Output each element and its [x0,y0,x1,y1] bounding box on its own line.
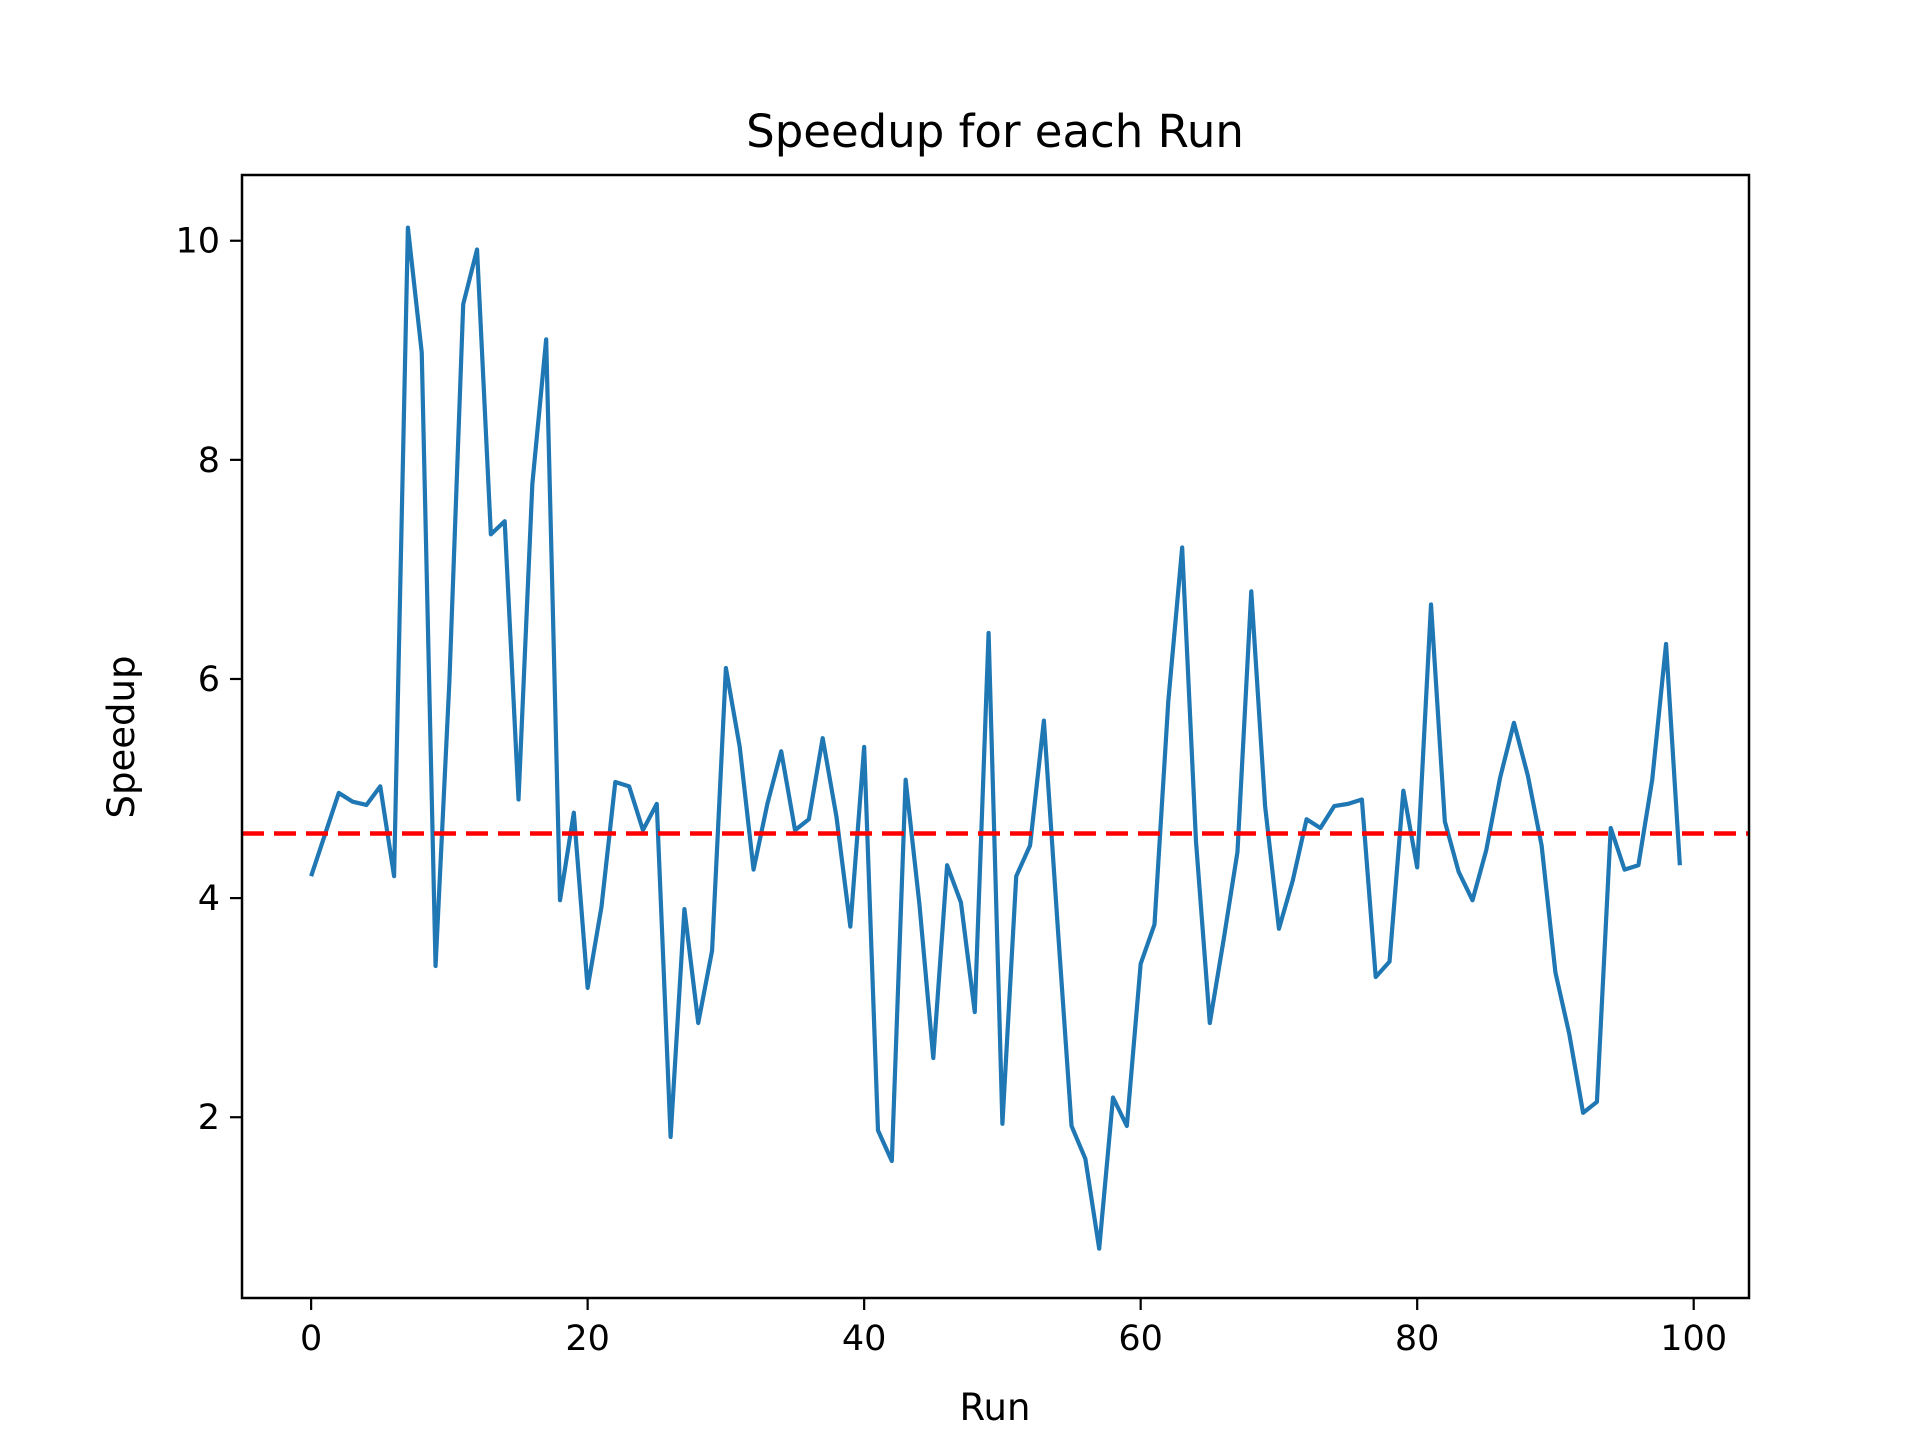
y-axis-label: Speedup [100,656,143,819]
y-tick-label: 2 [198,1098,220,1138]
x-tick-label: 0 [300,1319,322,1359]
x-tick-label: 40 [842,1319,887,1359]
x-tick-label: 60 [1118,1319,1163,1359]
series-layer [242,225,1749,1251]
x-tick-label: 100 [1660,1319,1727,1359]
x-tick-label: 80 [1395,1319,1440,1359]
x-axis-ticks: 0 20 40 60 80 100 [300,1298,1727,1359]
y-tick-label: 8 [198,441,220,481]
plot-area-frame [240,173,1751,1300]
y-tick-label: 4 [198,879,220,919]
y-tick-label: 10 [175,222,220,262]
y-axis-ticks: 2 4 6 8 10 [175,222,242,1138]
speedup-series-line [309,225,1682,1251]
x-tick-label: 20 [565,1319,610,1359]
x-axis-label: Run [960,1386,1031,1429]
chart-title: Speedup for each Run [746,105,1244,158]
y-tick-label: 6 [198,660,220,700]
